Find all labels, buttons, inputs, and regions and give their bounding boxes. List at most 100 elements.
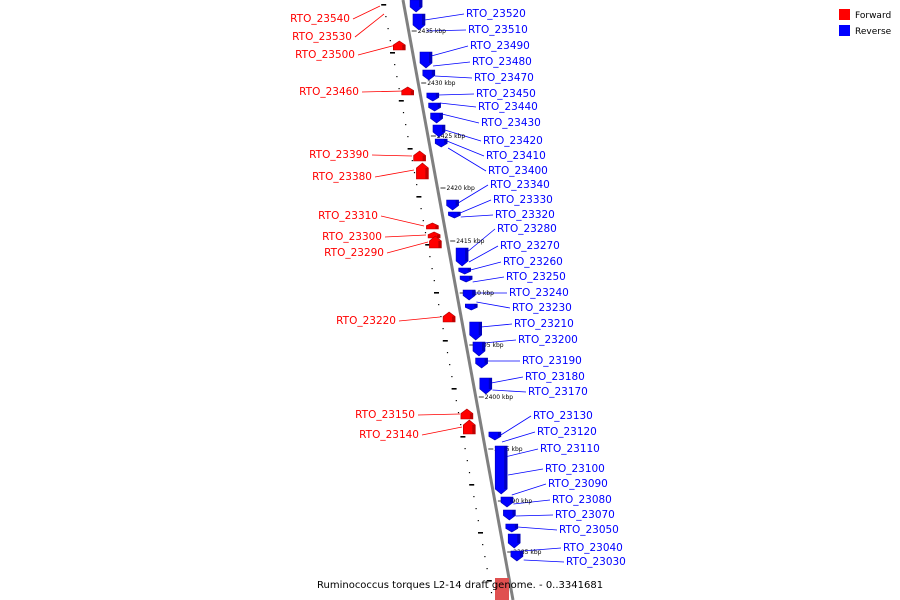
scale-dots — [381, 4, 493, 594]
reverse-gene-label[interactable]: RTO_23210 — [514, 318, 574, 330]
scale-dot — [473, 496, 475, 498]
gene-shade — [444, 139, 448, 144]
gene-shade — [425, 168, 429, 179]
scale-dot — [407, 136, 409, 138]
reverse-gene-label[interactable]: RTO_23320 — [495, 209, 555, 221]
reverse-gene-label[interactable]: RTO_23410 — [486, 150, 546, 162]
kbp-tick-label: 2435 kbp — [418, 28, 446, 35]
reverse-gene-label[interactable]: RTO_23030 — [566, 556, 626, 568]
gene-shade — [439, 113, 443, 119]
gene-shade — [437, 234, 441, 238]
scale-dot — [407, 148, 413, 150]
reverse-label-connector — [476, 301, 511, 309]
reverse-gene-label[interactable]: RTO_23450 — [476, 88, 536, 100]
reverse-gene-label[interactable]: RTO_23090 — [548, 478, 608, 490]
scale-dot — [486, 580, 492, 582]
reverse-gene-label[interactable]: RTO_23130 — [533, 410, 593, 422]
reverse-gene-label[interactable]: RTO_23470 — [474, 72, 534, 84]
reverse-label-connector — [491, 376, 524, 384]
gene-shade — [457, 212, 461, 216]
scale-dot — [468, 472, 471, 474]
gene-shade — [488, 378, 492, 389]
reverse-gene-label[interactable]: RTO_23100 — [545, 463, 605, 475]
reverse-gene-label[interactable]: RTO_23260 — [503, 256, 563, 268]
forward-gene-label[interactable]: RTO_23310 — [318, 210, 378, 222]
reverse-label-connector — [504, 448, 539, 458]
gene-shade — [474, 304, 478, 308]
forward-gene-label[interactable]: RTO_23150 — [355, 409, 415, 421]
reverse-label-connector — [433, 61, 471, 67]
forward-gene-label[interactable]: RTO_23460 — [299, 86, 359, 98]
reverse-gene-label[interactable]: RTO_23330 — [493, 194, 553, 206]
reverse-gene-label[interactable]: RTO_23480 — [472, 56, 532, 68]
gene-shade — [429, 52, 432, 63]
reverse-gene-label[interactable]: RTO_23070 — [555, 509, 615, 521]
reverse-gene-label[interactable]: RTO_23420 — [483, 135, 543, 147]
forward-gene-label[interactable]: RTO_23540 — [290, 13, 350, 25]
forward-gene-label[interactable]: RTO_23390 — [309, 149, 369, 161]
scale-dot — [434, 292, 439, 294]
reverse-gene-label[interactable]: RTO_23050 — [559, 524, 619, 536]
reverse-gene-label[interactable]: RTO_23520 — [466, 8, 526, 20]
reverse-label-connector — [523, 559, 565, 563]
reverse-label-connector — [480, 323, 513, 328]
forward-gene-label[interactable]: RTO_23290 — [324, 247, 384, 259]
reverse-label-connector — [511, 483, 547, 496]
reverse-gene-label[interactable]: RTO_23230 — [512, 302, 572, 314]
reverse-label-connector — [508, 468, 544, 476]
forward-gene-label[interactable]: RTO_23140 — [359, 429, 419, 441]
forward-gene-label[interactable]: RTO_23500 — [295, 49, 355, 61]
partial-gene — [495, 578, 509, 600]
scale-dot — [416, 184, 418, 186]
gene-shade — [497, 432, 501, 437]
reverse-gene-label[interactable]: RTO_23170 — [528, 386, 588, 398]
reverse-gene-label[interactable]: RTO_23510 — [468, 24, 528, 36]
gene-shade — [469, 276, 473, 280]
reverse-label-connector — [501, 431, 536, 443]
reverse-label-connector — [441, 113, 480, 124]
gene-shade — [435, 93, 439, 98]
reverse-gene-label[interactable]: RTO_23240 — [509, 287, 569, 299]
reverse-gene-label[interactable]: RTO_23400 — [488, 165, 548, 177]
reverse-label-connector — [517, 526, 558, 531]
reverse-gene-label[interactable]: RTO_23040 — [563, 542, 623, 554]
reverse-label-connector — [424, 13, 465, 21]
reverse-gene-label[interactable]: RTO_23190 — [522, 355, 582, 367]
reverse-gene-label[interactable]: RTO_23250 — [506, 271, 566, 283]
scale-dot — [387, 28, 389, 30]
forward-gene-label[interactable]: RTO_23530 — [292, 31, 352, 43]
forward-gene-label[interactable]: RTO_23380 — [312, 171, 372, 183]
scale-dot — [464, 448, 466, 450]
gene-shade — [472, 290, 476, 296]
reverse-gene-label[interactable]: RTO_23440 — [478, 101, 538, 113]
forward-gene-label[interactable]: RTO_23220 — [336, 315, 396, 327]
forward-gene-label[interactable]: RTO_23300 — [322, 231, 382, 243]
map-caption: Ruminococcus torques L2-14 draft genome.… — [317, 580, 603, 591]
kbp-tick-label: 2395 kbp — [494, 446, 522, 453]
scale-dot — [457, 412, 460, 414]
reverse-gene-label[interactable]: RTO_23430 — [481, 117, 541, 129]
reverse-gene-label[interactable]: RTO_23490 — [470, 40, 530, 52]
gene-shade — [482, 342, 485, 351]
reverse-gene-label[interactable]: RTO_23270 — [500, 240, 560, 252]
kbp-tick-label: 2415 kbp — [456, 238, 484, 245]
reverse-gene-label[interactable]: RTO_23180 — [525, 371, 585, 383]
scale-dot — [425, 244, 431, 246]
scale-dot — [398, 100, 404, 102]
reverse-gene-label[interactable]: RTO_23200 — [518, 334, 578, 346]
scale-dot — [478, 532, 483, 534]
legend: Forward Reverse — [839, 9, 892, 37]
reverse-gene-label[interactable]: RTO_23110 — [540, 443, 600, 455]
scale-dot — [482, 544, 484, 546]
scale-dot — [411, 160, 413, 162]
forward-label-connector — [371, 154, 413, 157]
reverse-label-connector — [470, 261, 502, 271]
reverse-gene-label[interactable]: RTO_23280 — [497, 223, 557, 235]
reverse-label-connector — [457, 184, 489, 204]
reverse-gene-label[interactable]: RTO_23080 — [552, 494, 612, 506]
reverse-gene-label[interactable]: RTO_23120 — [537, 426, 597, 438]
kbp-tick-label: 2390 kbp — [504, 498, 532, 505]
reverse-label-connector — [438, 93, 475, 96]
forward-label-connector — [386, 241, 429, 254]
reverse-gene-label[interactable]: RTO_23340 — [490, 179, 550, 191]
